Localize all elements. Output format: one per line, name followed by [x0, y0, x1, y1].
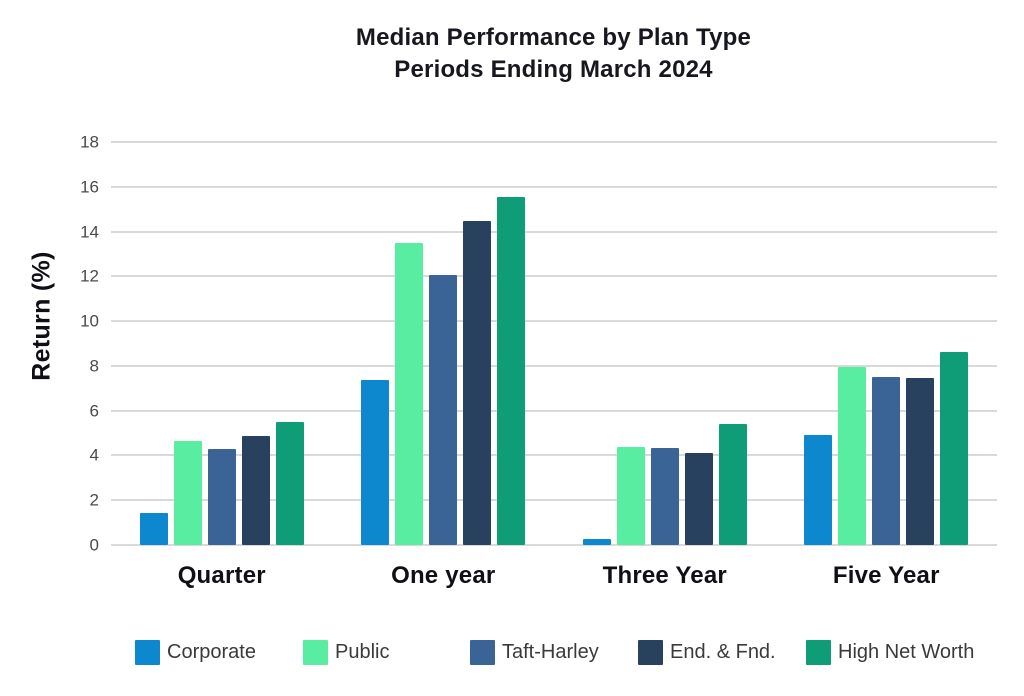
gridline-14 [111, 230, 997, 233]
bar-corporate-three-year [582, 539, 611, 545]
bar-corporate-quarter [139, 512, 168, 545]
bar-public-quarter [173, 440, 202, 545]
gridline-18 [111, 141, 997, 143]
bar-high-net-worth-five-year [940, 352, 969, 545]
y-axis-tick-label-4: 4 [89, 445, 99, 465]
y-axis-tick-label-10: 10 [80, 311, 99, 331]
bar-taft-harley-quarter [207, 448, 236, 545]
gridline-2 [111, 499, 997, 502]
bar-end-fnd-five-year [906, 378, 935, 545]
y-axis-tick-label-0: 0 [89, 535, 99, 555]
bar-public-five-year [838, 367, 867, 545]
chart-title-line2: Periods Ending March 2024 [394, 56, 713, 83]
y-axis-tick-label-8: 8 [89, 356, 99, 376]
x-axis-label-five-year: Five Year [832, 562, 940, 589]
y-axis-tick-label-12: 12 [80, 266, 99, 286]
bar-group-one-year [333, 142, 555, 545]
gridline-10 [111, 320, 997, 323]
gridline-8 [111, 364, 997, 367]
bar-groups [111, 142, 997, 545]
y-axis-tick-label-18: 18 [80, 132, 99, 152]
x-axis-labels: Quarter One year Three Year Five Year [111, 562, 997, 590]
bar-group-three-year [554, 142, 776, 545]
bar-group-five-year [776, 142, 998, 545]
plot-area: 0 2 4 6 8 10 12 14 16 18 [80, 134, 997, 554]
bar-corporate-one-year [361, 380, 390, 545]
y-axis-tick-label-14: 14 [80, 222, 99, 242]
legend-label-high-net-worth: High Net Worth [838, 641, 975, 663]
legend-swatch-public [303, 640, 328, 665]
legend: Corporate Public Taft-Harley End. & Fnd. Hig… [135, 640, 974, 665]
legend-item-high-net-worth: High Net Worth [806, 640, 974, 665]
legend-swatch-end-fnd [638, 640, 663, 665]
legend-item-taft-harley: Taft-Harley [470, 640, 638, 665]
legend-item-end-fnd: End. & Fnd. [638, 640, 806, 665]
legend-swatch-taft-harley [470, 640, 495, 665]
chart-title: Median Performance by Plan Type Periods … [110, 22, 997, 86]
bar-taft-harley-three-year [650, 447, 679, 545]
bar-taft-harley-five-year [872, 377, 901, 545]
legend-item-public: Public [303, 640, 470, 665]
legend-swatch-high-net-worth [806, 640, 831, 665]
legend-item-corporate: Corporate [135, 640, 303, 665]
bar-end-fnd-quarter [241, 436, 270, 545]
y-axis-tick-label-2: 2 [89, 490, 99, 510]
bar-public-one-year [395, 242, 424, 545]
legend-label-end-fnd: End. & Fnd. [670, 641, 776, 663]
bar-corporate-five-year [804, 435, 833, 545]
bar-taft-harley-one-year [429, 275, 458, 545]
chart-title-line1: Median Performance by Plan Type [355, 24, 752, 51]
y-axis-tick-label-16: 16 [80, 177, 99, 197]
bar-end-fnd-three-year [684, 453, 713, 545]
bar-high-net-worth-quarter [275, 421, 304, 545]
bar-high-net-worth-three-year [718, 424, 747, 545]
bar-group-quarter [111, 142, 333, 545]
legend-label-taft-harley: Taft-Harley [502, 641, 599, 663]
legend-label-corporate: Corporate [167, 641, 256, 663]
x-axis-label-quarter: Quarter [177, 562, 266, 589]
x-axis-label-three-year: Three Year [602, 562, 727, 589]
gridline-4 [111, 454, 997, 457]
gridline-12 [111, 275, 997, 278]
gridline-0 [111, 544, 997, 546]
gridline-16 [111, 185, 997, 188]
x-axis-label-one-year: One year [391, 562, 496, 589]
bar-end-fnd-one-year [463, 221, 492, 545]
legend-label-public: Public [335, 641, 390, 663]
y-axis-tick-label-6: 6 [89, 401, 99, 421]
legend-swatch-corporate [135, 640, 160, 665]
bar-public-three-year [616, 446, 645, 545]
gridline-6 [111, 409, 997, 412]
bar-high-net-worth-one-year [497, 196, 526, 545]
